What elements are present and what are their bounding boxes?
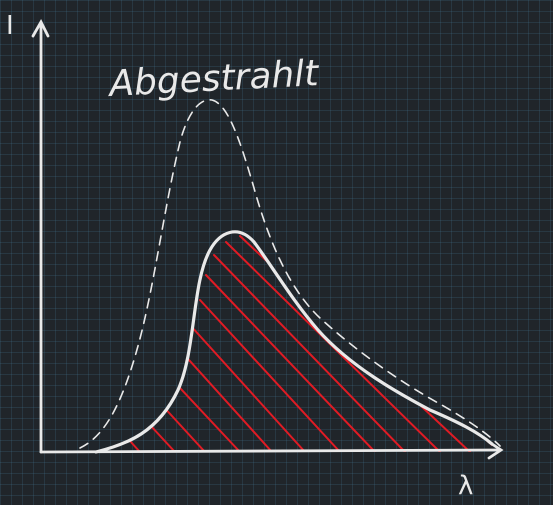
solid-absorbed-curve — [94, 230, 494, 454]
hatch-line — [149, 391, 206, 452]
hatch-line — [179, 349, 273, 452]
x-axis-label: λ — [458, 471, 473, 501]
x-axis-arrow — [487, 440, 504, 460]
hatch-line — [199, 299, 341, 452]
x-axis-line — [39, 448, 502, 454]
dashed-emitted-curve — [79, 99, 501, 449]
hatch-line — [213, 254, 406, 452]
hatch-line — [164, 371, 241, 452]
hatch-line — [205, 274, 376, 452]
axes — [31, 19, 504, 460]
y-axis-arrow — [31, 19, 50, 38]
hatch-line — [257, 237, 492, 452]
y-axis-label: I — [6, 11, 14, 41]
hatched-area — [119, 235, 492, 452]
hatch-line — [189, 324, 306, 452]
emitted-curve-label: Abgestrahlt — [106, 53, 321, 105]
